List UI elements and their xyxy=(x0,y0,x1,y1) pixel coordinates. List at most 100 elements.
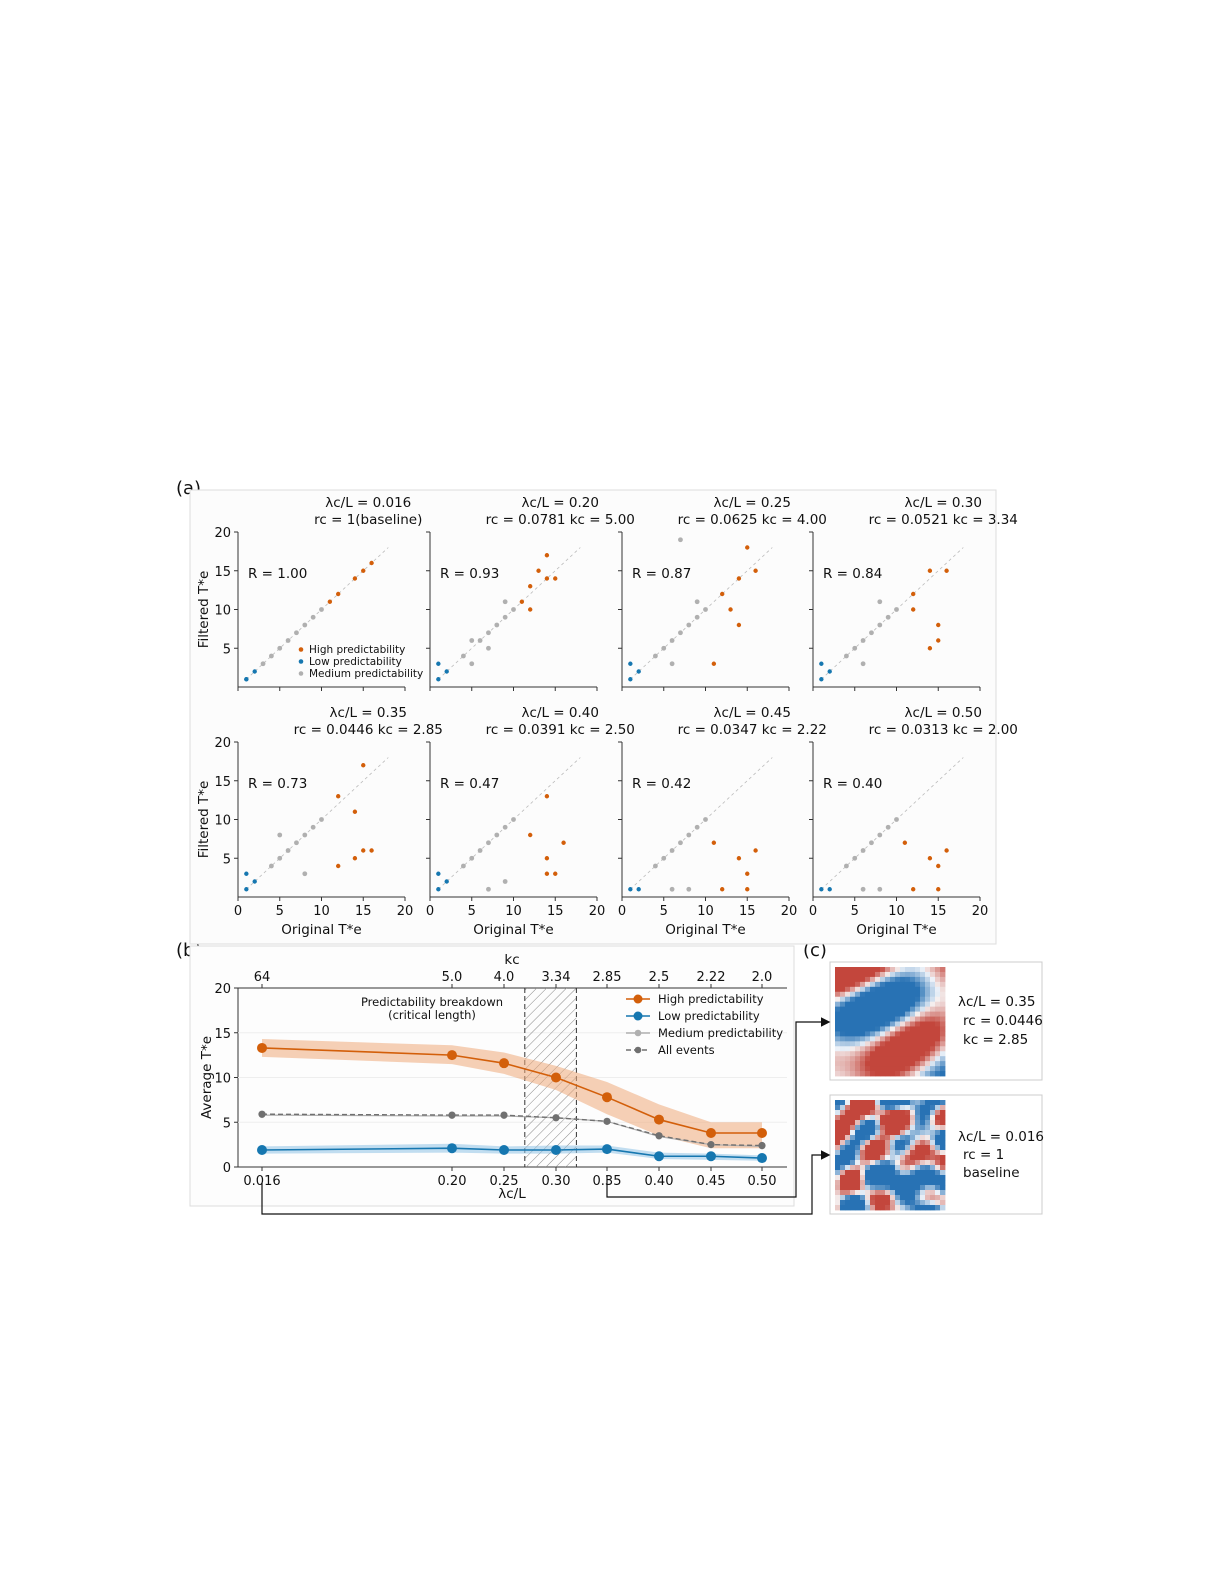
field-cell xyxy=(845,986,851,993)
panel-b-frame xyxy=(189,945,795,1207)
field-cell xyxy=(885,1135,891,1141)
field-cell xyxy=(930,1041,936,1047)
point-high xyxy=(544,856,550,861)
field-cell xyxy=(905,1021,911,1027)
field-cell xyxy=(885,1170,891,1176)
field-cell xyxy=(905,1031,911,1037)
field-cell xyxy=(865,991,871,998)
field-cell xyxy=(835,1056,841,1062)
field-cell xyxy=(835,1051,841,1057)
b-y-tick-label: 10 xyxy=(214,1072,231,1087)
field-cell xyxy=(925,1160,931,1166)
field-cell xyxy=(915,1145,921,1151)
field-cell xyxy=(930,1006,936,1012)
field-cell xyxy=(925,1016,931,1022)
field-cell xyxy=(865,1150,871,1156)
point-high xyxy=(528,607,533,612)
field-cell xyxy=(855,1011,861,1017)
vorticity-field-image-2 xyxy=(835,1100,946,1211)
field-cell xyxy=(910,1200,916,1206)
legend-entry: High predictability xyxy=(309,644,405,656)
field-cell xyxy=(855,1130,861,1136)
field-cell xyxy=(865,1100,871,1106)
field-cell xyxy=(870,1185,876,1191)
field-cell xyxy=(915,1200,921,1206)
field-cell xyxy=(930,1165,936,1171)
field-cell xyxy=(875,1200,881,1206)
field-cell xyxy=(870,1046,876,1052)
field-cell xyxy=(910,1190,916,1196)
field-cell xyxy=(860,1006,866,1012)
field-cell xyxy=(870,991,876,998)
field-cell xyxy=(880,1130,886,1136)
field-cell xyxy=(860,1011,866,1017)
field-cell xyxy=(895,1155,901,1161)
field-cell xyxy=(890,1140,896,1146)
field-cell xyxy=(940,1031,946,1037)
field-cell xyxy=(905,1051,911,1057)
field-cell xyxy=(900,1115,906,1121)
point-medium xyxy=(869,630,874,636)
x-tick-label: 10 xyxy=(313,904,330,919)
point-medium xyxy=(260,661,266,667)
field-cell xyxy=(865,1180,871,1186)
field-cell xyxy=(845,1001,851,1008)
point-high xyxy=(927,856,933,861)
field-cell xyxy=(880,1016,886,1022)
point-high xyxy=(927,646,933,651)
point-low xyxy=(444,669,449,674)
field-cell xyxy=(835,1120,841,1126)
field-cell xyxy=(855,1016,861,1022)
field-cell xyxy=(930,1056,936,1062)
field-cell xyxy=(840,1110,846,1116)
field-cell xyxy=(900,996,906,1003)
field-cell xyxy=(925,1105,931,1111)
field-cell xyxy=(860,1041,866,1047)
field-cell xyxy=(845,991,851,998)
field-cell xyxy=(850,1071,856,1077)
field-cell xyxy=(905,1016,911,1022)
field-cell xyxy=(870,1175,876,1181)
field-cell xyxy=(925,1150,931,1156)
point-high xyxy=(553,576,558,581)
point-medium xyxy=(885,824,891,830)
field-cell xyxy=(905,1036,911,1042)
field-cell xyxy=(895,1140,901,1146)
field-cell xyxy=(900,1120,906,1126)
field-cell xyxy=(865,1071,871,1077)
field-cell xyxy=(925,1021,931,1027)
panel-label-c: (c) xyxy=(803,940,827,961)
b-top-tick-label: 2.22 xyxy=(697,970,726,985)
series-all-point xyxy=(655,1132,663,1140)
point-medium xyxy=(502,614,508,620)
field-cell xyxy=(935,1175,941,1181)
point-high xyxy=(720,591,725,597)
field-cell xyxy=(910,1165,916,1171)
field-cell xyxy=(845,1155,851,1161)
field-cell xyxy=(890,1125,896,1131)
point-medium xyxy=(877,599,883,605)
point-low xyxy=(628,661,633,666)
field-cell xyxy=(880,1011,886,1017)
point-medium xyxy=(852,645,858,651)
field-cell xyxy=(855,967,861,973)
field-cell xyxy=(850,1026,856,1032)
point-high xyxy=(361,763,366,768)
point-low xyxy=(252,879,257,884)
field-cell xyxy=(915,976,921,983)
field-cell xyxy=(855,1200,861,1206)
field-cell xyxy=(940,1046,946,1052)
field-cell xyxy=(920,1165,926,1171)
point-medium xyxy=(302,622,308,628)
field-cell xyxy=(860,991,866,998)
b-top-tick-label: 5.0 xyxy=(442,970,463,985)
field-cell xyxy=(875,1195,881,1201)
field-cell xyxy=(850,996,856,1003)
field-cell xyxy=(860,1046,866,1052)
field-cell xyxy=(880,1125,886,1131)
field-cell xyxy=(845,1041,851,1047)
field-cell xyxy=(935,1006,941,1012)
point-medium xyxy=(661,855,667,861)
field-cell xyxy=(870,1160,876,1166)
field-cell xyxy=(865,1145,871,1151)
